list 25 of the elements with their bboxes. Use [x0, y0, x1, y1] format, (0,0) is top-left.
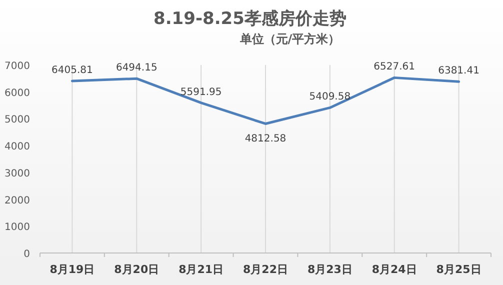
y-tick-label: 4000: [4, 142, 30, 153]
y-tick-label: 2000: [4, 195, 30, 206]
x-tick-label: 8月19日: [50, 263, 95, 276]
data-label: 6405.81: [52, 64, 93, 76]
y-tick-label: 6000: [4, 88, 30, 99]
y-tick-label: 7000: [4, 61, 30, 72]
y-tick-label: 1000: [4, 222, 30, 234]
y-tick-label: 3000: [4, 168, 30, 180]
chart-title: 8.19-8.25孝感房价走势: [154, 9, 346, 29]
y-tick-label: 0: [24, 249, 30, 260]
data-label: 6527.61: [374, 62, 416, 73]
y-tick-label: 5000: [4, 114, 30, 126]
data-label: 6494.15: [116, 62, 158, 74]
data-label: 6381.41: [438, 66, 480, 77]
data-label: 4812.58: [244, 134, 286, 145]
x-tick-label: 8月22日: [243, 263, 288, 276]
x-tick-label: 8月24日: [372, 263, 417, 276]
x-tick-label: 8月23日: [307, 263, 352, 276]
data-label: 5409.58: [309, 92, 351, 103]
chart-subtitle: 单位（元/平方米）: [238, 32, 340, 46]
line-series: [70, 76, 460, 125]
x-tick-label: 8月20日: [114, 263, 160, 276]
x-tick-label: 8月25日: [436, 263, 482, 276]
x-tick-label: 8月21日: [178, 263, 224, 276]
data-label: 5591.95: [180, 86, 222, 98]
